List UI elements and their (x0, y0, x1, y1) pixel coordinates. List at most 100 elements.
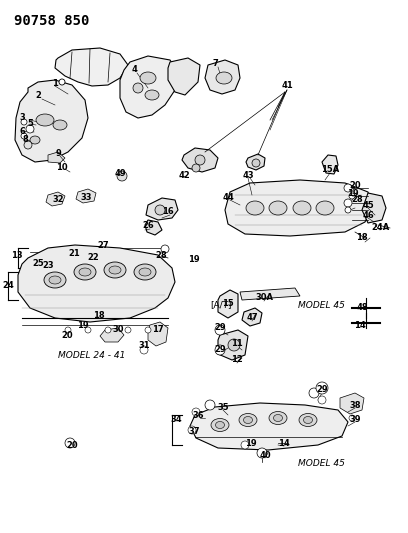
Text: 18: 18 (356, 233, 368, 243)
Ellipse shape (216, 72, 232, 84)
Circle shape (145, 327, 151, 333)
Circle shape (215, 345, 225, 355)
Ellipse shape (36, 114, 54, 126)
Text: 37: 37 (188, 427, 200, 437)
Text: 15A: 15A (321, 166, 339, 174)
Text: 19: 19 (77, 321, 89, 330)
Text: 20: 20 (66, 440, 78, 449)
Text: 19: 19 (188, 254, 200, 263)
Circle shape (257, 448, 267, 458)
Text: 7: 7 (212, 59, 218, 68)
Polygon shape (48, 152, 65, 163)
Text: 17: 17 (152, 326, 164, 335)
Circle shape (344, 199, 352, 207)
Text: 30: 30 (112, 326, 124, 335)
Text: 34: 34 (170, 416, 182, 424)
Text: 13: 13 (11, 251, 23, 260)
Text: 2: 2 (35, 92, 41, 101)
Circle shape (21, 119, 27, 125)
Circle shape (215, 325, 225, 335)
Text: 4: 4 (132, 66, 138, 75)
Ellipse shape (44, 272, 66, 288)
Text: 90758 850: 90758 850 (14, 14, 89, 28)
Circle shape (26, 125, 34, 133)
Ellipse shape (215, 422, 224, 429)
Text: 49: 49 (114, 169, 126, 179)
Circle shape (117, 171, 127, 181)
Polygon shape (146, 198, 178, 220)
Circle shape (228, 339, 240, 351)
Text: 35: 35 (217, 402, 229, 411)
Text: 3: 3 (19, 112, 25, 122)
Text: 28: 28 (155, 252, 167, 261)
Polygon shape (205, 60, 240, 94)
Text: 15: 15 (222, 298, 234, 308)
Text: 25: 25 (32, 259, 44, 268)
Circle shape (59, 79, 65, 85)
Circle shape (316, 382, 328, 394)
Ellipse shape (109, 266, 121, 274)
Circle shape (105, 327, 111, 333)
Polygon shape (18, 245, 175, 322)
Text: 41: 41 (281, 80, 293, 90)
Circle shape (241, 441, 249, 449)
Circle shape (192, 164, 200, 172)
Text: 14: 14 (278, 439, 290, 448)
Text: 43: 43 (242, 171, 254, 180)
Polygon shape (46, 192, 65, 206)
Ellipse shape (211, 418, 229, 432)
Ellipse shape (246, 201, 264, 215)
Polygon shape (322, 155, 338, 174)
Text: 33: 33 (80, 192, 92, 201)
Polygon shape (120, 56, 178, 118)
Ellipse shape (49, 276, 61, 284)
Text: 8: 8 (22, 135, 28, 144)
Text: 19: 19 (245, 439, 257, 448)
Text: 18: 18 (93, 311, 105, 319)
Circle shape (345, 207, 351, 213)
Circle shape (65, 327, 71, 333)
Ellipse shape (134, 264, 156, 280)
Text: 21: 21 (68, 248, 80, 257)
Circle shape (344, 184, 352, 192)
Ellipse shape (244, 416, 253, 424)
Ellipse shape (79, 268, 91, 276)
Circle shape (188, 426, 196, 434)
Text: 11: 11 (231, 338, 243, 348)
Text: 30A: 30A (255, 294, 273, 303)
Text: 31: 31 (138, 341, 150, 350)
Text: 44: 44 (222, 192, 234, 201)
Text: 22: 22 (87, 254, 99, 262)
Circle shape (125, 327, 131, 333)
Polygon shape (76, 189, 96, 203)
Text: 47: 47 (246, 313, 258, 322)
Text: MODEL 24 - 41: MODEL 24 - 41 (58, 351, 125, 359)
Polygon shape (340, 393, 364, 414)
Text: 32: 32 (52, 196, 64, 205)
Text: 27: 27 (97, 241, 109, 251)
Text: 14: 14 (354, 320, 366, 329)
Text: 24A: 24A (371, 223, 389, 232)
Text: [A/T]: [A/T] (210, 301, 231, 310)
Text: 19: 19 (347, 189, 359, 198)
Circle shape (21, 133, 27, 139)
Polygon shape (55, 48, 128, 86)
Text: 48: 48 (356, 303, 368, 312)
Text: 1: 1 (52, 78, 58, 87)
Circle shape (24, 141, 32, 149)
Ellipse shape (30, 136, 40, 144)
Circle shape (309, 388, 319, 398)
Ellipse shape (273, 415, 282, 422)
Circle shape (192, 408, 200, 416)
Ellipse shape (239, 414, 257, 426)
Polygon shape (218, 290, 238, 318)
Text: 28: 28 (351, 196, 363, 205)
Ellipse shape (293, 201, 311, 215)
Ellipse shape (316, 201, 334, 215)
Ellipse shape (269, 411, 287, 424)
Text: 38: 38 (349, 400, 361, 409)
Circle shape (195, 155, 205, 165)
Text: 5: 5 (27, 119, 33, 128)
Polygon shape (190, 403, 348, 450)
Text: 29: 29 (214, 345, 226, 354)
